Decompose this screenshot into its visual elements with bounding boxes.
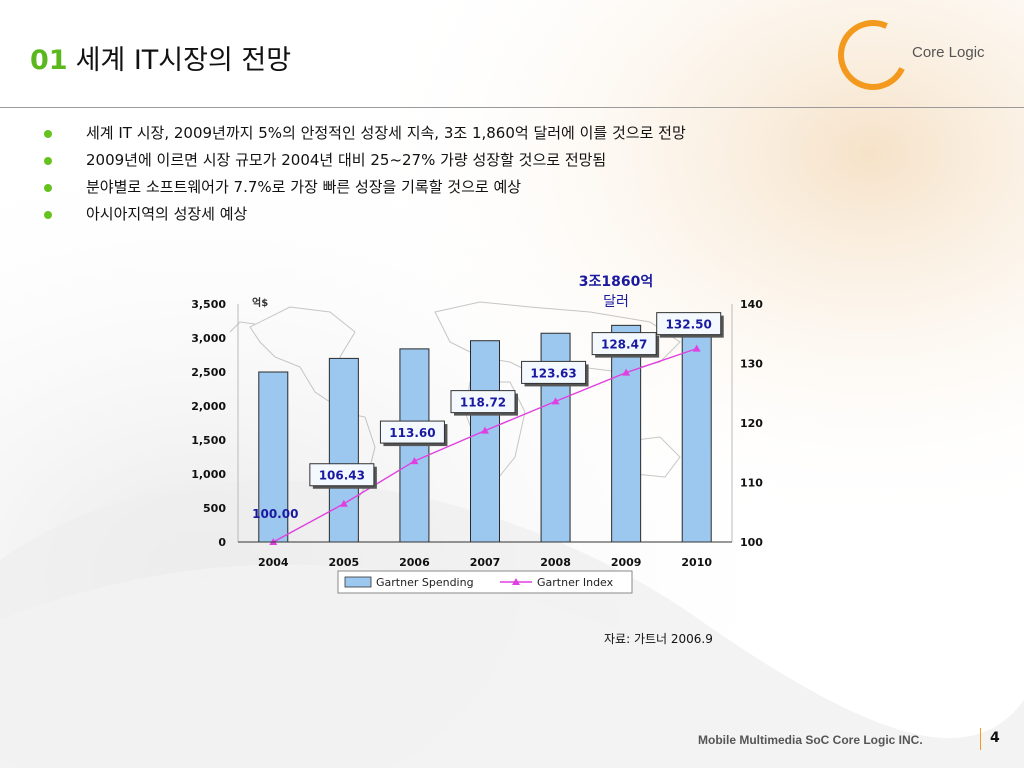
spending-bar [470, 340, 500, 543]
index-point [481, 426, 489, 434]
right-axis: 100 110 120 130 140 [731, 298, 763, 549]
logo-ring-icon [828, 10, 918, 100]
left-axis-tick-label: 500 [203, 502, 226, 515]
x-axis: 2004 2005 2006 2007 2008 2009 2010 [238, 541, 732, 569]
spending-bar [611, 324, 642, 543]
x-axis-tick-label: 2006 [399, 556, 430, 569]
x-axis-tick-label: 2007 [470, 556, 501, 569]
right-axis-tick-label: 100 [740, 536, 763, 549]
index-label-box [591, 332, 657, 356]
bullet-item: 분야별로 소프트웨어가 7.7%로 가장 빠른 성장을 기록할 것으로 예상 [44, 176, 686, 203]
right-axis-tick-label: 130 [740, 358, 763, 371]
title-text: 세계 IT시장의 전망 [75, 45, 292, 76]
index-label-box [379, 420, 445, 444]
legend-spending-label: Gartner Spending [376, 576, 474, 589]
index-data-label: 128.47 [601, 338, 647, 352]
header-divider [0, 107, 1024, 108]
index-point [339, 499, 348, 507]
index-data-label: 123.63 [530, 366, 576, 380]
x-axis-tick-label: 2005 [329, 556, 360, 569]
right-axis-tick-label: 110 [740, 477, 763, 490]
bullet-text: 2009년에 이르면 시장 규모가 2004년 대비 25~27% 가량 성장할… [86, 151, 607, 169]
right-axis-tick-label: 140 [740, 298, 763, 311]
index-label-box [656, 312, 722, 336]
index-point [410, 457, 419, 465]
x-axis-tick-label: 2009 [611, 556, 642, 569]
total-annotation: 3조1860억 달러 [579, 274, 653, 310]
index-label-box [521, 360, 587, 384]
legend-bar-swatch [344, 576, 372, 588]
slide-title: 01 세계 IT시장의 전망 [30, 38, 291, 77]
left-axis-tick-label: 2,500 [191, 366, 226, 379]
bullet-item: 세계 IT 시장, 2009년까지 5%의 안정적인 성장세 지속, 3조 1,… [44, 122, 686, 149]
bullet-item: 아시아지역의 성장세 예상 [44, 203, 686, 230]
left-axis-tick-label: 0 [218, 536, 226, 549]
index-data-label: 106.43 [319, 469, 365, 483]
core-logic-logo: Core Logic [828, 10, 998, 100]
x-axis-tick-label: 2004 [258, 556, 289, 569]
annotation-line-1: 3조1860억 [579, 274, 653, 290]
x-axis-tick-label: 2010 [681, 556, 712, 569]
index-callouts: 100.00 106.43 113.60 118.72 123.63 128.47 132.… [252, 312, 724, 521]
legend-marker-icon [512, 578, 520, 585]
spending-bars [258, 317, 712, 543]
left-axis-tick-label: 1,500 [191, 434, 226, 447]
logo-text: Core Logic [912, 44, 985, 61]
index-point [622, 368, 631, 376]
left-axis-unit-label: 억$ [252, 297, 268, 309]
spending-bar [258, 371, 289, 543]
bullet-dot-icon [44, 157, 52, 165]
x-axis-tick-label: 2008 [540, 556, 571, 569]
source-note: 자료: 가트너 2006.9 [604, 632, 713, 646]
annotation-line-2: 달러 [603, 294, 629, 310]
bullet-list: 세계 IT 시장, 2009년까지 5%의 안정적인 성장세 지속, 3조 1,… [44, 122, 686, 230]
index-data-label: 113.60 [389, 426, 435, 440]
footer-company: Mobile Multimedia SoC Core Logic INC. [698, 733, 923, 747]
bullet-dot-icon [44, 130, 52, 138]
bullet-item: 2009년에 이르면 시장 규모가 2004년 대비 25~27% 가량 성장할… [44, 149, 686, 176]
bullet-dot-icon [44, 184, 52, 192]
bullet-text: 아시아지역의 성장세 예상 [86, 205, 248, 223]
left-axis-tick-label: 3,000 [191, 332, 226, 345]
footer-divider [980, 728, 981, 750]
index-point [692, 344, 701, 352]
index-point [551, 397, 560, 405]
bullet-text: 세계 IT 시장, 2009년까지 5%의 안정적인 성장세 지속, 3조 1,… [86, 124, 686, 142]
left-axis-tick-label: 2,000 [191, 400, 226, 413]
left-axis-tick-label: 1,000 [191, 468, 226, 481]
index-data-label: 118.72 [460, 396, 506, 410]
bullet-text: 분야별로 소프트웨어가 7.7%로 가장 빠른 성장을 기록할 것으로 예상 [86, 178, 522, 196]
index-label-box [450, 390, 516, 414]
chart-legend: Gartner Spending Gartner Index [337, 570, 633, 594]
left-axis: 0 500 1,000 1,500 2,000 2,500 3,000 3,500 [191, 298, 239, 549]
index-data-label: 132.50 [666, 318, 712, 332]
index-label-box [309, 463, 375, 487]
legend-index-label: Gartner Index [537, 576, 614, 589]
index-data-label: 100.00 [252, 507, 298, 521]
title-number: 01 [30, 45, 68, 76]
bullet-dot-icon [44, 211, 52, 219]
right-axis-tick-label: 120 [740, 417, 763, 430]
it-market-chart: 100.00 106.43 113.60 118.72 123.63 128.47 132.… [191, 274, 763, 594]
legend-box [337, 570, 633, 594]
left-axis-tick-label: 3,500 [191, 298, 226, 311]
page-number: 4 [990, 730, 1000, 746]
spending-bar [328, 357, 359, 543]
